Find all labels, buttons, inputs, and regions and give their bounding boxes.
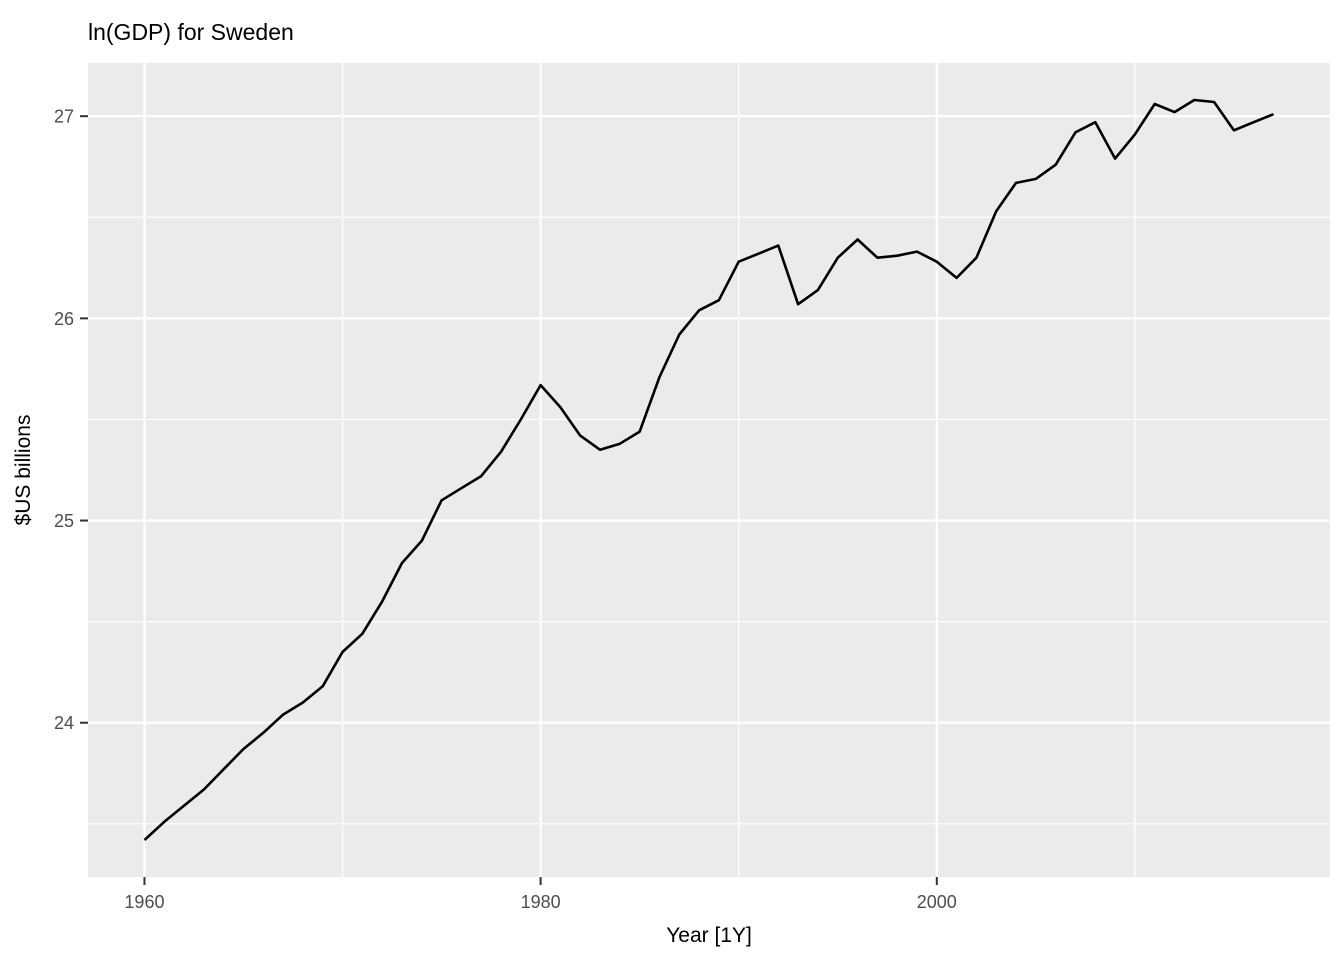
- axis-tick-marks: [80, 115, 938, 885]
- x-tick-label: 1980: [521, 892, 561, 912]
- plot-panel: [88, 63, 1330, 877]
- y-tick-label: 26: [54, 309, 74, 329]
- chart-title: ln(GDP) for Sweden: [88, 19, 294, 45]
- y-tick-label: 27: [54, 107, 74, 127]
- y-axis-title: $US billions: [12, 415, 35, 526]
- axis-tick-labels: 1960 1980 2000 24 25 26 27: [54, 107, 957, 912]
- x-axis-title: Year [1Y]: [666, 924, 752, 947]
- data-series: [143, 98, 1274, 841]
- minor-gridlines: [88, 63, 1330, 877]
- y-tick-label: 25: [54, 511, 74, 531]
- major-gridlines: [88, 63, 1330, 877]
- y-tick-label: 24: [54, 713, 74, 733]
- x-tick-label: 2000: [917, 892, 957, 912]
- x-tick-label: 1960: [124, 892, 164, 912]
- gdp-line-series: [143, 98, 1274, 841]
